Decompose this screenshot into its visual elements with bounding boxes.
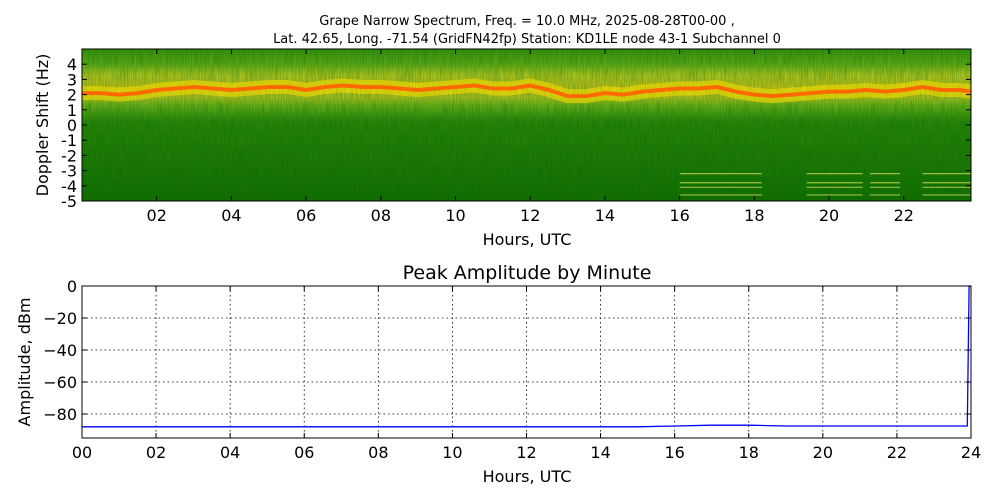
- x-tick-label: 12: [520, 206, 540, 225]
- amplitude-axes: 00 02 04 06 08 10 12 14 16 18 20 22 24 −80 −60 −40 −20 0: [43, 277, 981, 462]
- x-tick-label: 02: [147, 206, 167, 225]
- y-tick-label: 2: [67, 86, 77, 105]
- x-tick-label: 24: [961, 443, 981, 462]
- x-tick-label: 00: [72, 443, 92, 462]
- x-tick-label: 20: [819, 206, 839, 225]
- x-tick-label: 22: [894, 206, 914, 225]
- x-tick-label: 04: [221, 206, 241, 225]
- x-tick-label: 18: [744, 206, 764, 225]
- x-tick-label: 18: [739, 443, 759, 462]
- y-tick-label: −20: [43, 309, 77, 328]
- y-tick-label: 0: [67, 277, 77, 296]
- x-tick-label: 12: [516, 443, 536, 462]
- x-tick-label: 08: [371, 206, 391, 225]
- y-tick-label: 1: [67, 101, 77, 120]
- y-tick-label: 3: [67, 70, 77, 89]
- x-tick-label: 06: [294, 443, 314, 462]
- x-tick-label: 16: [664, 443, 684, 462]
- carrier-trace: [82, 83, 971, 99]
- y-tick-label: -2: [61, 146, 77, 165]
- y-tick-label: −80: [43, 405, 77, 424]
- x-tick-label: 16: [669, 206, 689, 225]
- spectrogram-grain: [82, 49, 971, 201]
- spectrogram-plot: [82, 49, 971, 201]
- interference-bands: [679, 173, 971, 196]
- x-tick-label: 20: [813, 443, 833, 462]
- y-tick-label: −40: [43, 341, 77, 360]
- spectrogram-ylabel: Doppler Shift (Hz): [33, 54, 52, 197]
- spectrum-title-line1: Grape Narrow Spectrum, Freq. = 10.0 MHz,…: [319, 14, 734, 29]
- spectrum-title-line2: Lat. 42.65, Long. -71.54 (GridFN42fp) St…: [273, 32, 781, 47]
- amplitude-title: Peak Amplitude by Minute: [403, 262, 652, 284]
- amplitude-series-line: [82, 285, 971, 428]
- x-tick-label: 22: [887, 443, 907, 462]
- amplitude-grid: [82, 286, 971, 438]
- x-tick-label: 02: [146, 443, 166, 462]
- x-tick-label: 14: [595, 206, 615, 225]
- x-tick-label: 14: [590, 443, 610, 462]
- y-tick-label: -5: [61, 192, 77, 211]
- amplitude-xlabel: Hours, UTC: [483, 467, 572, 486]
- spectrogram-xlabel: Hours, UTC: [483, 230, 572, 249]
- x-tick-label: 10: [442, 443, 462, 462]
- amplitude-ylabel: Amplitude, dBm: [15, 298, 34, 427]
- y-tick-label: -3: [61, 162, 77, 181]
- y-tick-label: −60: [43, 373, 77, 392]
- x-tick-label: 08: [368, 443, 388, 462]
- y-tick-label: -4: [61, 177, 77, 196]
- y-tick-label: 4: [67, 55, 77, 74]
- y-tick-label: -1: [61, 131, 77, 150]
- x-tick-label: 04: [220, 443, 240, 462]
- y-tick-label: 0: [67, 116, 77, 135]
- x-tick-label: 06: [296, 206, 316, 225]
- x-tick-label: 10: [445, 206, 465, 225]
